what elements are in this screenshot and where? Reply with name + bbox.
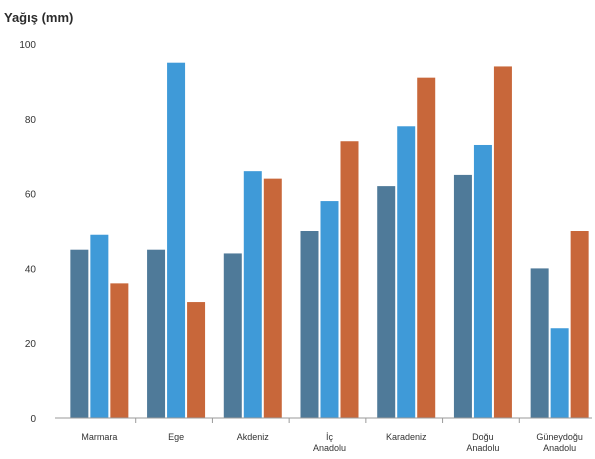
bar xyxy=(417,77,436,418)
bar xyxy=(570,231,589,418)
bar xyxy=(187,302,206,418)
y-tick-label: 60 xyxy=(25,190,37,201)
x-tick-label: Güneydoğu Anadolu xyxy=(536,432,583,453)
y-tick-label: 80 xyxy=(25,115,37,126)
bar xyxy=(530,268,549,418)
bar xyxy=(320,201,339,418)
bar xyxy=(377,186,396,418)
x-tick-label: Marmara xyxy=(81,432,117,442)
bar xyxy=(493,66,512,418)
category-labels: Marmara Ege Akdeniz İç Anadolu Karadeniz Doğu A… xyxy=(81,432,583,453)
x-tick-label: Karadeniz xyxy=(386,432,427,442)
bar xyxy=(550,328,569,418)
bar xyxy=(473,144,492,419)
x-tick-label: Doğu Anadolu xyxy=(466,432,499,453)
y-tick-label: 100 xyxy=(19,40,36,51)
bar xyxy=(397,126,416,418)
bar xyxy=(70,249,89,418)
bar xyxy=(300,231,319,418)
bars xyxy=(70,62,589,419)
bar xyxy=(453,174,472,418)
x-tick-label: Ege xyxy=(168,432,184,442)
x-axis xyxy=(55,417,592,423)
y-tick-label: 20 xyxy=(25,339,37,350)
bar xyxy=(90,234,109,418)
y-tick-label: 0 xyxy=(30,414,36,425)
bar xyxy=(243,171,262,418)
y-axis-ticks: 0 20 40 60 80 100 xyxy=(19,40,36,425)
y-axis-title: Yağış (mm) xyxy=(4,10,73,25)
bar xyxy=(110,283,129,418)
x-tick-label: Akdeniz xyxy=(237,432,270,442)
bar xyxy=(263,178,282,418)
bar xyxy=(340,141,359,419)
bar xyxy=(223,253,242,418)
y-tick-label: 40 xyxy=(25,264,37,275)
bar xyxy=(147,249,166,418)
x-tick-label: İç Anadolu xyxy=(313,432,346,453)
bar xyxy=(167,62,186,418)
